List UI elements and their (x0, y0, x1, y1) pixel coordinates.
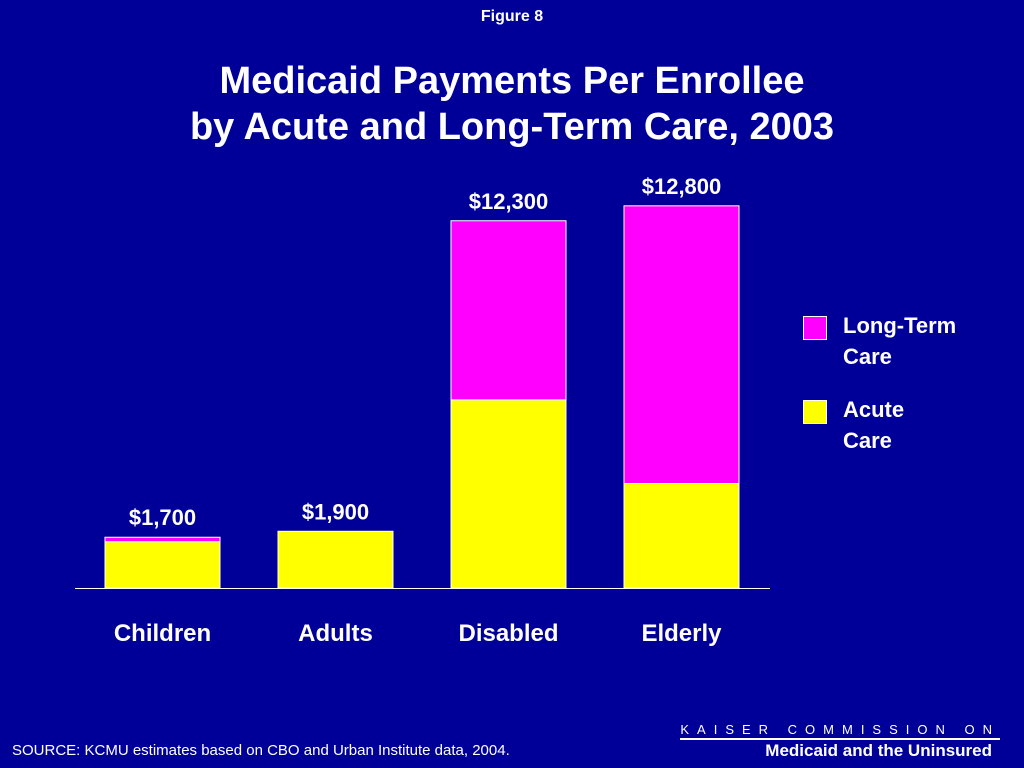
legend-swatch-long-term (803, 316, 827, 340)
bar-acute-elderly (623, 483, 740, 589)
legend-label-long-term: Long-Term Care (843, 313, 957, 369)
category-label-disabled: Disabled (458, 620, 558, 647)
category-label-children: Children (114, 620, 211, 647)
bar-acute-adults (277, 530, 394, 589)
bar-long-term-disabled (450, 220, 567, 401)
legend-item-long-term: Long-Term Care (803, 310, 993, 372)
total-label-children: $1,700 (129, 505, 196, 530)
title-line-1: Medicaid Payments Per Enrollee (219, 60, 805, 102)
org-name-line-2: Medicaid and the Uninsured (765, 741, 992, 760)
org-name-line-1: KAISER COMMISSION ON (680, 722, 1000, 740)
category-label-adults: Adults (298, 620, 373, 647)
bar-acute-disabled (450, 399, 567, 589)
legend-swatch-acute (803, 400, 827, 424)
source-note: SOURCE: KCMU estimates based on CBO and … (12, 742, 510, 759)
chart-title: Medicaid Payments Per Enrollee by Acute … (0, 58, 1024, 150)
total-label-adults: $1,900 (302, 499, 369, 524)
bar-long-term-elderly (623, 205, 740, 484)
legend-label-acute: Acute Care (843, 397, 905, 453)
bar-long-term-children (104, 536, 221, 543)
title-line-2: by Acute and Long-Term Care, 2003 (189, 106, 835, 148)
bar-acute-children (104, 541, 221, 589)
total-label-elderly: $12,800 (642, 174, 722, 199)
org-logo: KAISER COMMISSION ON Medicaid and the Un… (680, 722, 1000, 761)
total-label-disabled: $12,300 (469, 189, 549, 214)
figure-label: Figure 8 (480, 8, 544, 25)
category-label-elderly: Elderly (641, 620, 722, 647)
legend-item-acute: Acute Care (803, 394, 993, 456)
